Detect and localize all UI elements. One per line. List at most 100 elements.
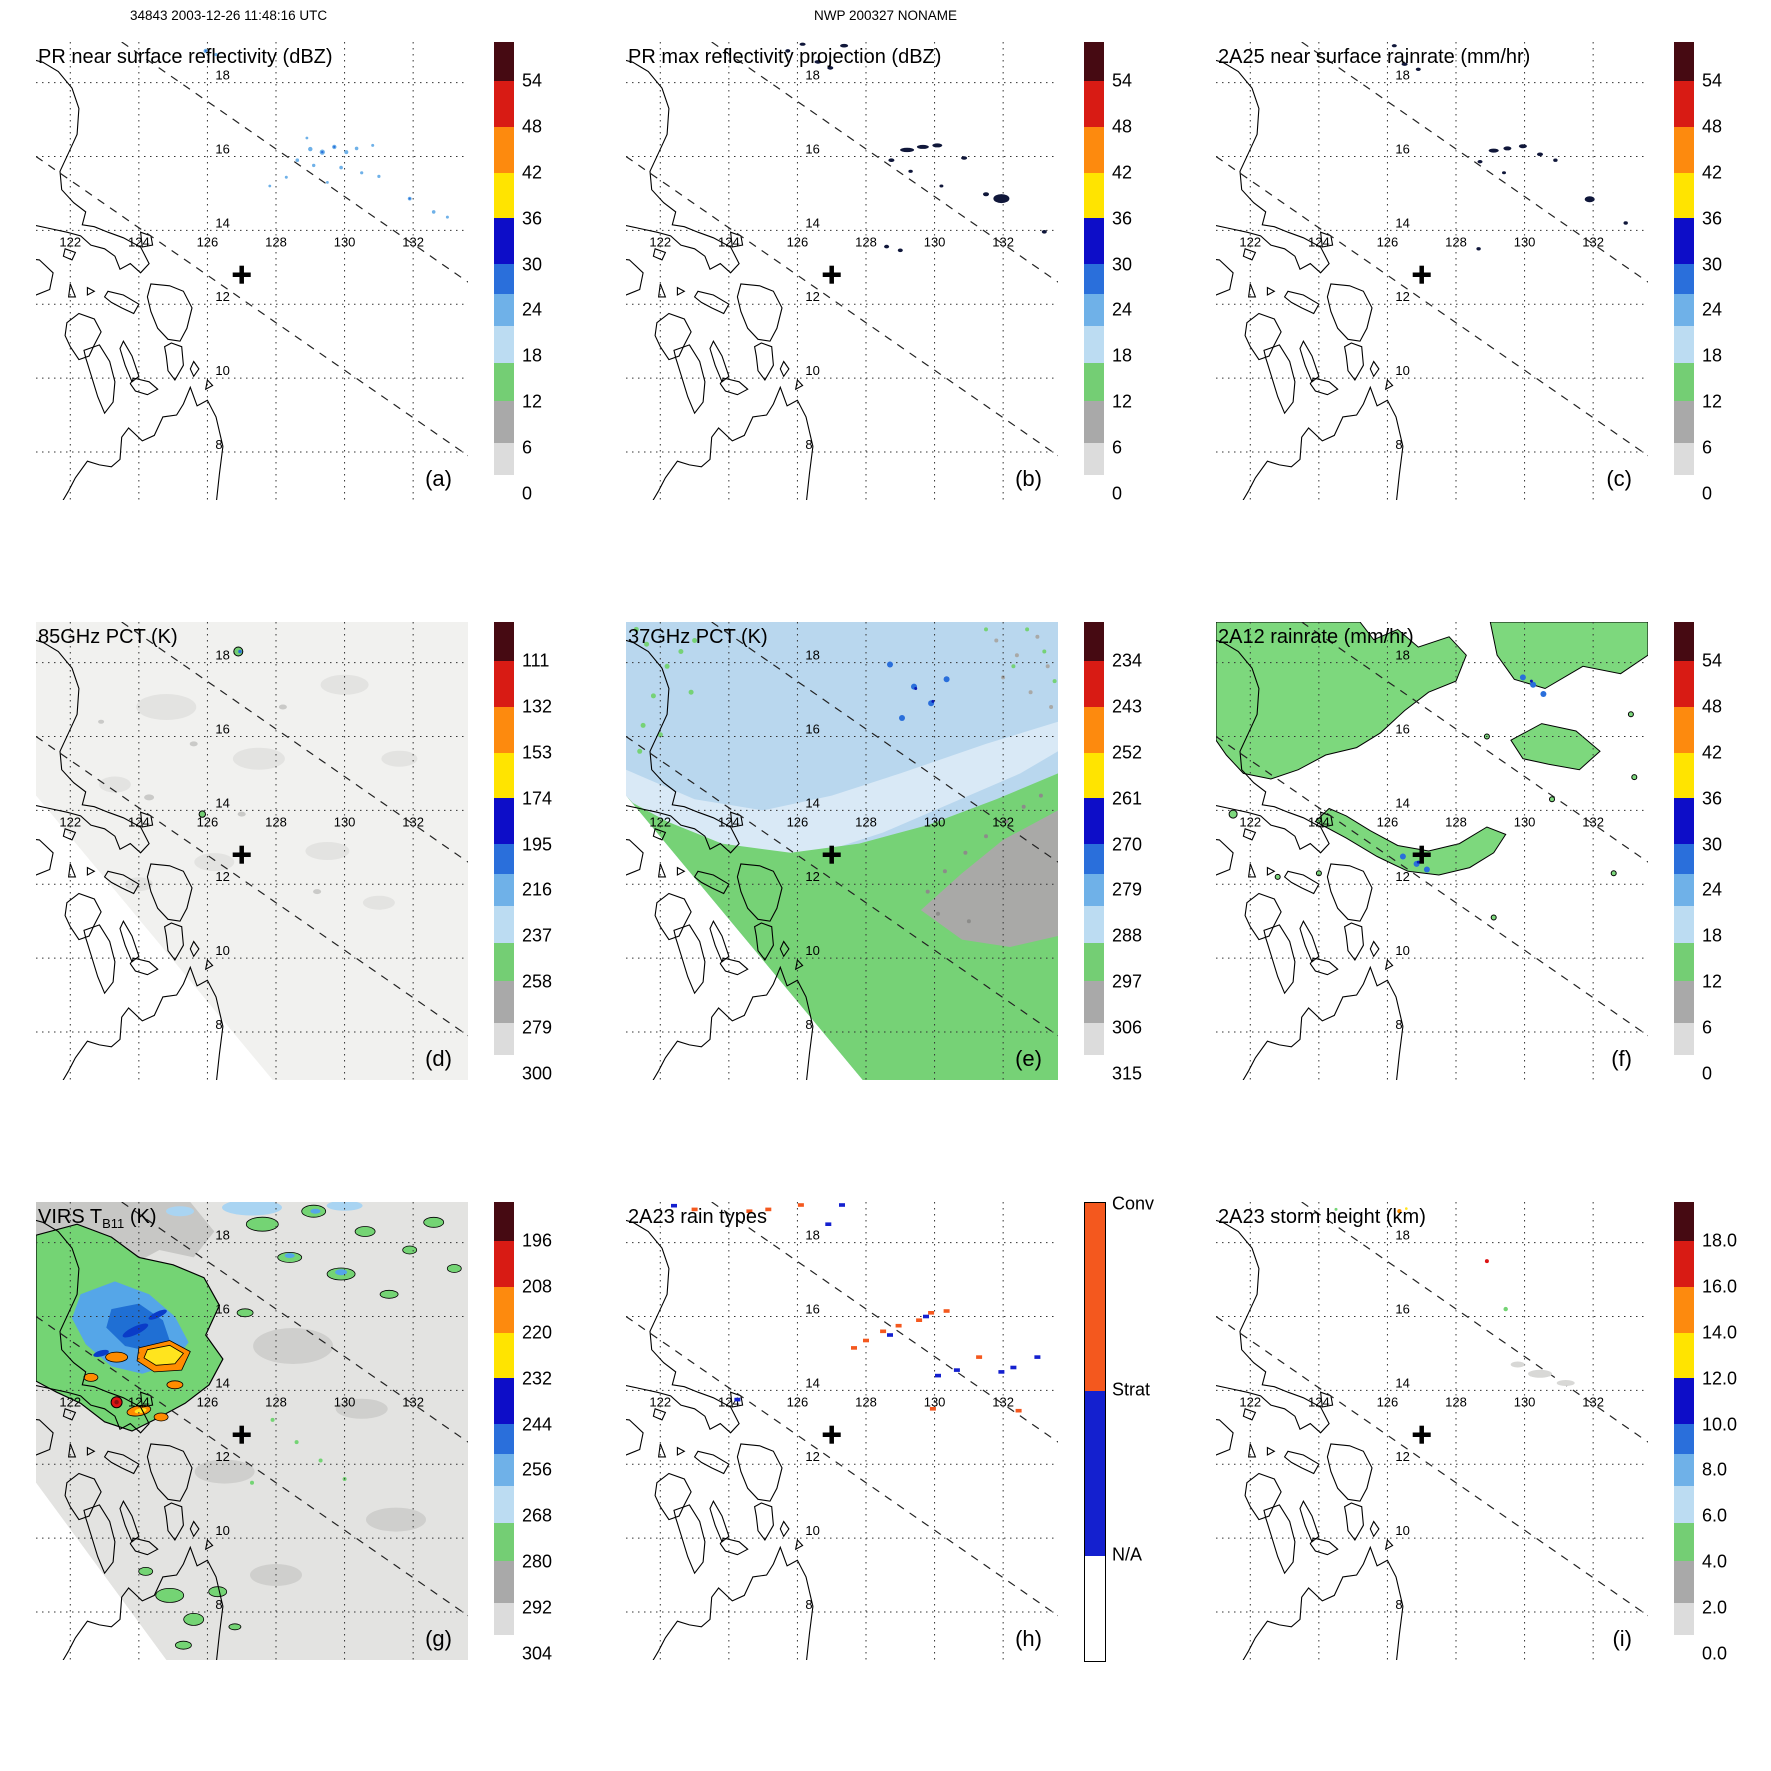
data-region — [1489, 622, 1648, 690]
colorbar-segment — [494, 752, 514, 799]
coastline — [729, 811, 744, 828]
coastline — [779, 940, 790, 958]
colorbar-tick-label: 0 — [522, 483, 533, 504]
coastline — [1242, 1545, 1404, 1660]
lon-label: 126 — [787, 234, 809, 249]
lon-label: 126 — [1377, 814, 1399, 829]
coastline — [626, 1219, 740, 1434]
data-pixel — [320, 674, 369, 695]
coastline — [139, 1391, 154, 1408]
data-pixel — [929, 1407, 936, 1411]
data-pixel — [238, 649, 242, 654]
colorbar-segment — [1674, 981, 1694, 1023]
lat-label: 16 — [805, 1302, 819, 1317]
panel-letter-d: (d) — [425, 1046, 452, 1071]
coastline — [709, 1500, 730, 1543]
coastline — [129, 957, 159, 976]
colorbar-tick-label: 258 — [522, 971, 553, 992]
data-pixel — [98, 719, 105, 724]
coastline — [657, 283, 667, 298]
lon-label: 126 — [787, 1394, 809, 1409]
colorbar-segment — [1674, 264, 1694, 294]
lat-label: 8 — [215, 1597, 222, 1612]
data-pixel — [284, 175, 288, 179]
data-pixel — [925, 889, 930, 894]
data-pixel — [1401, 62, 1408, 66]
coastline — [1242, 385, 1404, 500]
colorbar-segment — [1674, 873, 1694, 906]
colorbar-segment — [1674, 442, 1694, 475]
lat-label: 14 — [1395, 215, 1409, 230]
lat-label: 10 — [215, 943, 229, 958]
panel-i: 122 124 126 128 130 132 18 16 14 12 10 8 2A23 storm… — [1180, 1190, 1770, 1770]
colorbar-tick-label: 10.0 — [1702, 1414, 1738, 1435]
coastline — [652, 1408, 667, 1421]
data-region — [143, 1344, 185, 1366]
coastline — [1263, 924, 1296, 995]
colorbar-segment — [494, 798, 514, 845]
colorbar-c — [1674, 42, 1694, 500]
lon-label: 124 — [1308, 234, 1330, 249]
coastline — [1283, 290, 1320, 315]
colorbar-tick-label: 12 — [522, 391, 543, 412]
colorbar-segment — [494, 172, 514, 219]
map-c: 122 124 126 128 130 132 18 16 14 12 10 8 — [1216, 42, 1648, 500]
coastline — [1326, 863, 1373, 922]
colorbar-segment — [1674, 1332, 1694, 1379]
data-pixel — [83, 1372, 99, 1382]
colorbar-tick-label: 6.0 — [1702, 1505, 1728, 1526]
data-pixel — [1035, 634, 1040, 639]
colorbar-segment — [1084, 752, 1104, 799]
colorbar-tick-label: 280 — [522, 1551, 553, 1572]
data-pixel — [344, 150, 349, 155]
colorbar-tick-label: 220 — [522, 1322, 553, 1343]
data-pixel — [305, 136, 309, 140]
coastline — [693, 1450, 730, 1475]
coastline — [163, 342, 184, 382]
lon-label: 124 — [718, 1394, 740, 1409]
colorbar-segment — [1084, 905, 1104, 943]
lat-label: 8 — [805, 1597, 812, 1612]
coastline — [139, 811, 154, 828]
colorbar-segment — [1085, 1203, 1105, 1391]
lat-label: 12 — [215, 869, 229, 884]
plot-g: 122 124 126 128 130 132 18 16 14 12 10 8 VIRS TB11 … — [36, 1202, 468, 1660]
swath-edge-line — [121, 1202, 468, 1443]
coastline — [36, 1219, 150, 1434]
colorbar-segment — [1084, 873, 1104, 906]
data-pixel — [362, 895, 395, 910]
lat-label: 10 — [1395, 363, 1409, 378]
coastline — [1343, 922, 1364, 962]
data-pixel — [1518, 144, 1527, 149]
data-pixel — [326, 1202, 363, 1211]
lat-label: 16 — [215, 1302, 229, 1317]
lat-label: 12 — [1395, 289, 1409, 304]
lat-label: 10 — [215, 363, 229, 378]
data-pixel — [983, 192, 989, 197]
data-pixel — [194, 1459, 255, 1484]
panel-letter-h: (h) — [1015, 1626, 1042, 1651]
data-pixel — [1038, 793, 1043, 798]
lat-label: 14 — [805, 215, 819, 230]
coastline — [1216, 1418, 1234, 1456]
data-pixel — [138, 1566, 154, 1576]
coastline — [1299, 1500, 1320, 1543]
lon-label: 126 — [787, 814, 809, 829]
colorbar-tick-label: 6 — [1702, 1017, 1713, 1038]
data-pixel — [1623, 221, 1628, 225]
coastline — [1244, 892, 1282, 941]
swath-data-region — [36, 622, 468, 1080]
colorbar-segment — [1084, 401, 1104, 443]
swath-edge-line — [1301, 622, 1648, 863]
lon-label: 124 — [128, 814, 150, 829]
data-pixel — [1484, 1259, 1489, 1264]
panel-letter-c: (c) — [1606, 466, 1632, 491]
data-pixel — [1034, 1355, 1041, 1359]
colorbar-segment — [1674, 1485, 1694, 1523]
data-pixel — [916, 1318, 923, 1322]
coastline — [36, 838, 54, 876]
data-pixel — [942, 869, 947, 874]
coastline — [676, 1446, 686, 1456]
coastline — [729, 1391, 744, 1408]
colorbar-segment — [1674, 401, 1694, 443]
